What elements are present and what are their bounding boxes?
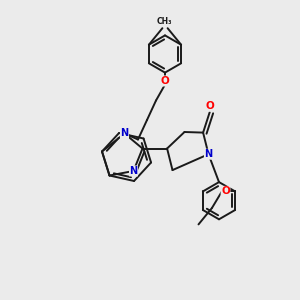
Text: O: O <box>205 101 214 111</box>
Text: N: N <box>204 149 213 159</box>
Text: N: N <box>129 166 138 176</box>
Text: CH₃: CH₃ <box>158 17 173 26</box>
Text: CH₃: CH₃ <box>157 17 172 26</box>
Text: O: O <box>221 186 230 197</box>
Text: O: O <box>160 76 169 86</box>
Text: N: N <box>120 128 129 139</box>
